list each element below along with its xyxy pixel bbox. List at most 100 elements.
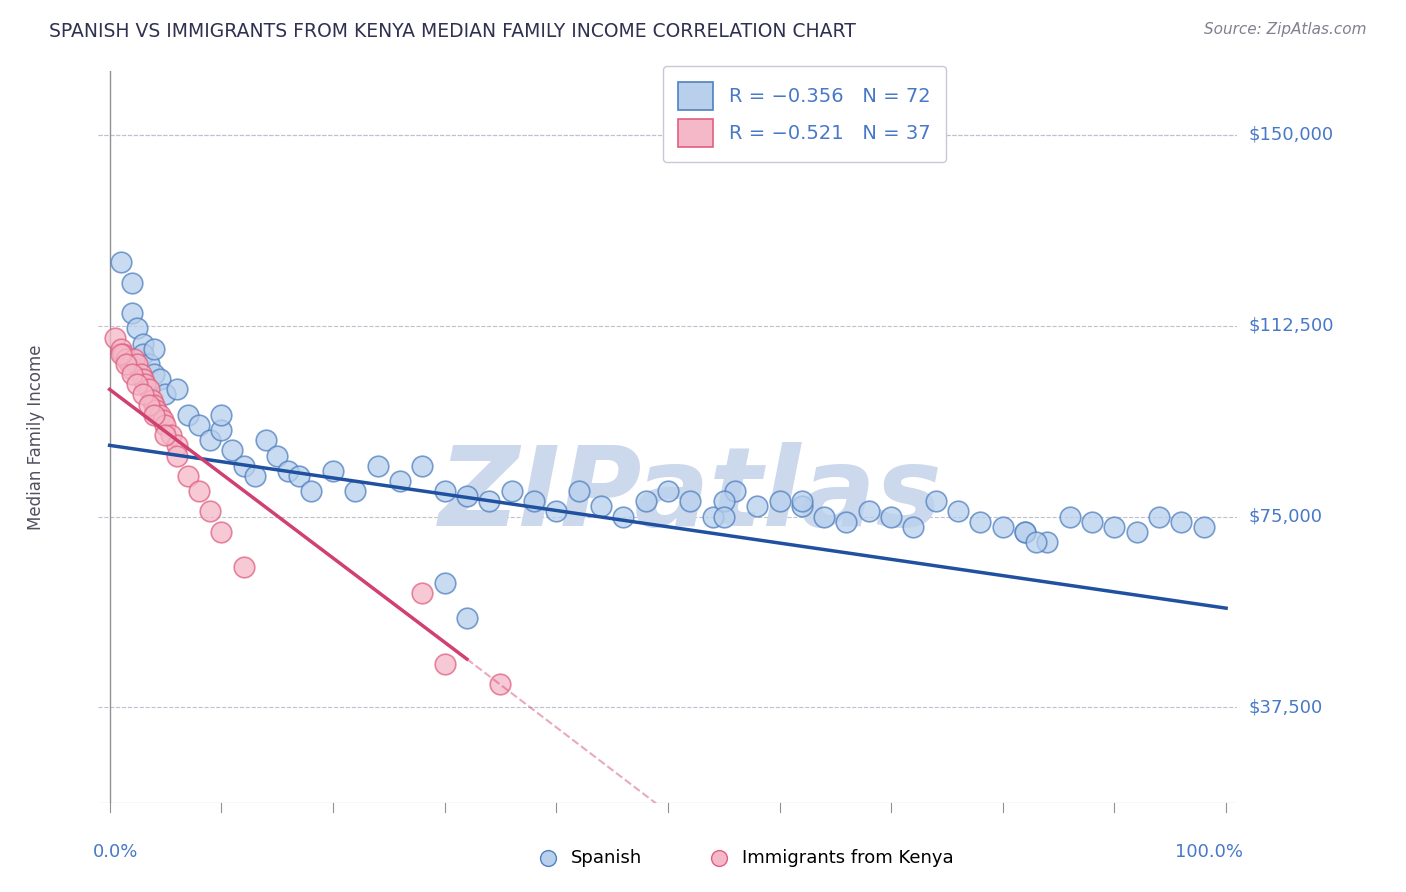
Point [160, 428, 183, 442]
Point [991, 520, 1014, 534]
Point [1126, 524, 1149, 539]
Point [187, 484, 209, 499]
Point [1014, 524, 1036, 539]
Point [969, 515, 991, 529]
Point [121, 367, 143, 381]
Point [489, 677, 512, 691]
Point [478, 494, 501, 508]
Point [198, 434, 221, 448]
Text: $75,000: $75,000 [1249, 508, 1323, 525]
Point [166, 438, 188, 452]
Point [129, 367, 152, 381]
Point [143, 408, 166, 422]
Point [266, 449, 288, 463]
Point [456, 489, 478, 503]
Point [138, 357, 160, 371]
Point [177, 468, 200, 483]
Point [679, 494, 702, 508]
Point [110, 255, 132, 269]
Point [127, 357, 149, 371]
Point [790, 500, 813, 514]
Point [209, 524, 232, 539]
Point [149, 372, 172, 386]
Point [254, 434, 277, 448]
Point [166, 449, 188, 463]
Point [115, 357, 138, 371]
Point [589, 500, 612, 514]
Point [567, 484, 589, 499]
Point [243, 468, 266, 483]
Point [111, 347, 134, 361]
Point [155, 428, 177, 442]
Point [132, 387, 155, 401]
Text: Median Family Income: Median Family Income [27, 344, 45, 530]
Point [132, 336, 155, 351]
Point [127, 377, 149, 392]
Point [149, 408, 172, 422]
Text: $37,500: $37,500 [1249, 698, 1323, 716]
Point [134, 377, 156, 392]
Point [143, 367, 166, 381]
Point [115, 351, 138, 366]
Point [1014, 524, 1036, 539]
Point [299, 484, 322, 499]
Point [433, 575, 456, 590]
Point [1104, 520, 1126, 534]
Text: $112,500: $112,500 [1249, 317, 1334, 334]
Point [411, 458, 433, 473]
Point [187, 417, 209, 432]
Point [835, 515, 858, 529]
Point [232, 560, 254, 574]
Point [110, 347, 132, 361]
Point [713, 509, 735, 524]
Point [288, 468, 311, 483]
Text: 0.0%: 0.0% [93, 843, 138, 861]
Point [177, 408, 200, 422]
Point [702, 509, 724, 524]
Point [657, 484, 679, 499]
Point [198, 504, 221, 518]
Point [433, 657, 456, 672]
Point [433, 484, 456, 499]
Point [143, 342, 166, 356]
Point [121, 362, 143, 376]
Text: Immigrants from Kenya: Immigrants from Kenya [742, 848, 953, 867]
Text: Source: ZipAtlas.com: Source: ZipAtlas.com [1204, 22, 1367, 37]
Point [501, 484, 523, 499]
Point [132, 372, 155, 386]
Text: Spanish: Spanish [571, 848, 643, 867]
Point [1081, 515, 1104, 529]
Point [747, 500, 769, 514]
Point [858, 504, 880, 518]
Point [127, 321, 149, 335]
Point [232, 458, 254, 473]
Point [155, 417, 177, 432]
Point [322, 464, 344, 478]
Point [132, 347, 155, 361]
Point [141, 392, 163, 407]
Point [1036, 535, 1059, 549]
Point [612, 509, 634, 524]
Point [724, 484, 747, 499]
Point [110, 342, 132, 356]
Point [903, 520, 925, 534]
Point [411, 586, 433, 600]
Point [277, 464, 299, 478]
Point [121, 306, 143, 320]
Point [367, 458, 389, 473]
Point [880, 509, 903, 524]
Point [1025, 535, 1047, 549]
Point [1147, 509, 1170, 524]
Text: $150,000: $150,000 [1249, 126, 1333, 144]
Point [768, 494, 790, 508]
Point [388, 474, 411, 488]
Point [456, 611, 478, 625]
Text: ZIPatlas: ZIPatlas [439, 442, 942, 549]
Point [104, 331, 127, 345]
Text: SPANISH VS IMMIGRANTS FROM KENYA MEDIAN FAMILY INCOME CORRELATION CHART: SPANISH VS IMMIGRANTS FROM KENYA MEDIAN … [49, 22, 856, 41]
Point [523, 494, 546, 508]
Point [344, 484, 367, 499]
Point [221, 443, 243, 458]
Point [209, 408, 232, 422]
Point [790, 494, 813, 508]
